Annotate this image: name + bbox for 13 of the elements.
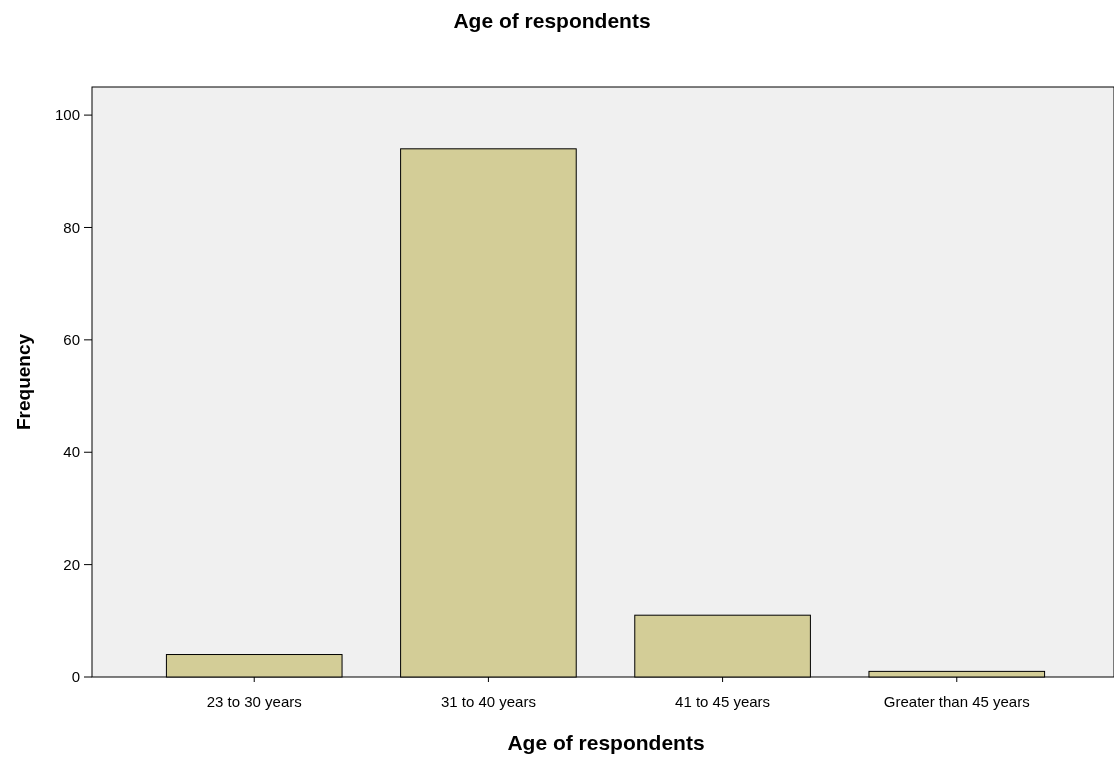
y-tick-label: 40 — [63, 443, 80, 461]
x-axis-title: Age of respondents — [507, 731, 705, 754]
y-tick-label: 0 — [71, 668, 80, 686]
x-tick-label: Greater than 45 years — [883, 693, 1030, 710]
y-tick-label: 80 — [63, 218, 80, 236]
y-tick-label: 100 — [54, 106, 80, 124]
x-tick-label: 23 to 30 years — [206, 693, 302, 710]
y-tick-label: 60 — [63, 331, 80, 349]
chart-title: Age of respondents — [453, 9, 651, 32]
x-tick-label: 31 to 40 years — [440, 693, 536, 710]
x-tick-label: 41 to 45 years — [675, 693, 771, 710]
y-axis-title: Frequency — [13, 333, 34, 431]
y-tick-label: 20 — [63, 555, 80, 573]
